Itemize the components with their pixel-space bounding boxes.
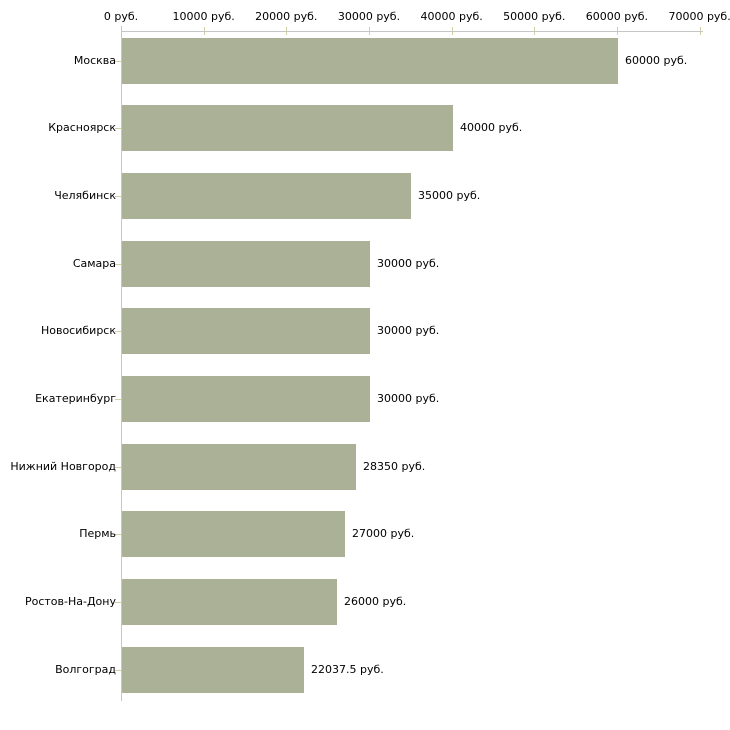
y-axis-tick	[115, 128, 121, 129]
value-label-1: 40000 руб.	[460, 121, 523, 134]
y-axis-tick	[115, 61, 121, 62]
x-axis-tick-label: 40000 руб.	[420, 10, 483, 23]
category-label-8: Ростов-На-Дону	[24, 595, 116, 608]
value-label-9: 22037.5 руб.	[311, 663, 384, 676]
x-axis-tick-label: 30000 руб.	[337, 10, 401, 23]
bar-1	[122, 105, 453, 151]
value-label-5: 30000 руб.	[377, 392, 440, 405]
y-axis-tick	[115, 467, 121, 468]
category-label-2: Челябинск	[54, 189, 116, 202]
y-axis-tick	[115, 602, 121, 603]
bar-5	[122, 376, 370, 422]
bar-4	[122, 308, 370, 354]
bar-0	[122, 38, 618, 84]
y-axis-line	[121, 26, 122, 701]
value-label-7: 27000 руб.	[352, 527, 415, 540]
bar-8	[122, 579, 337, 625]
x-axis-tick-label: 60000 руб.	[585, 10, 649, 23]
value-label-3: 30000 руб.	[377, 257, 440, 270]
value-label-4: 30000 руб.	[377, 324, 440, 337]
category-label-3: Самара	[72, 257, 116, 270]
category-label-5: Екатеринбург	[35, 392, 116, 405]
y-axis-tick	[115, 670, 121, 671]
x-axis-tick-label: 0 руб.	[103, 10, 139, 23]
category-label-9: Волгоград	[55, 663, 116, 676]
category-label-1: Красноярск	[48, 121, 116, 134]
category-label-7: Пермь	[79, 527, 116, 540]
x-axis-tick-label: 70000 руб.	[668, 10, 730, 23]
x-axis-tick-label: 50000 руб.	[503, 10, 566, 23]
bar-7	[122, 511, 345, 557]
y-axis-tick	[115, 264, 121, 265]
y-axis-tick	[115, 331, 121, 332]
value-label-0: 60000 руб.	[625, 54, 688, 67]
x-axis-tick-label: 10000 руб.	[172, 10, 235, 23]
category-label-6: Нижний Новгород	[10, 460, 116, 473]
category-label-4: Новосибирск	[40, 324, 116, 337]
bar-6	[122, 444, 356, 490]
bar-9	[122, 647, 304, 693]
value-label-8: 26000 руб.	[344, 595, 407, 608]
x-axis-line	[121, 31, 703, 32]
y-axis-tick	[115, 534, 121, 535]
bar-3	[122, 241, 370, 287]
x-axis-tick-label: 20000 руб.	[255, 10, 318, 23]
value-label-2: 35000 руб.	[418, 189, 481, 202]
category-label-0: Москва	[73, 54, 116, 67]
y-axis-tick	[115, 196, 121, 197]
bar-2	[122, 173, 411, 219]
y-axis-tick	[115, 399, 121, 400]
value-label-6: 28350 руб.	[363, 460, 426, 473]
